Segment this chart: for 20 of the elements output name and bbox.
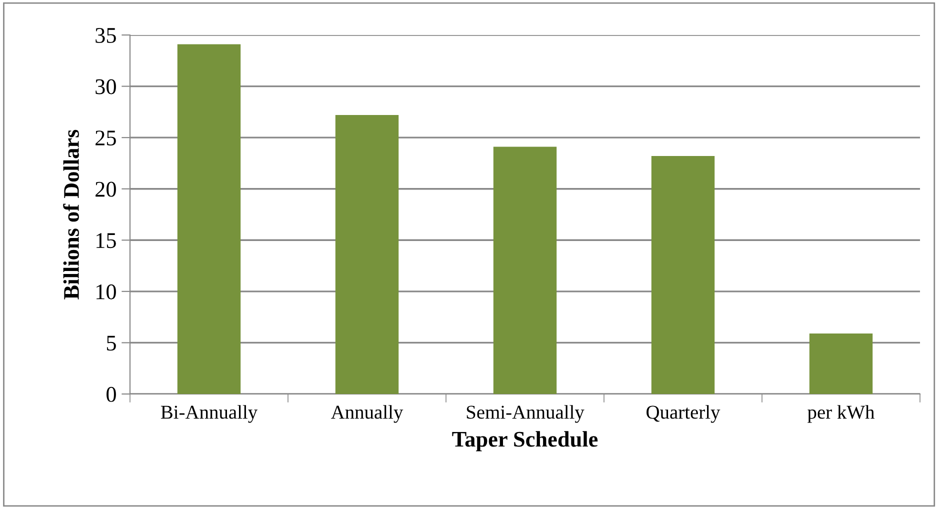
y-tick-label: 30 (96, 79, 116, 94)
x-tick-label: Semi-Annually (466, 405, 584, 423)
y-axis-title: Billions of Dollars (63, 130, 79, 300)
y-tick-label: 10 (96, 284, 116, 300)
y-tick-label: 0 (106, 386, 116, 402)
bar (493, 146, 557, 394)
x-tick-label: Bi-Annually (160, 405, 258, 423)
y-tick-label: 35 (96, 28, 116, 43)
bar (651, 156, 715, 394)
bar (335, 115, 399, 394)
y-tick-label: 20 (96, 182, 116, 197)
y-tick-label: 25 (96, 130, 116, 146)
y-tick-label: 5 (106, 336, 116, 351)
x-tick-label: Annually (331, 405, 404, 423)
x-tick-label: per kWh (808, 405, 874, 423)
bar (809, 333, 873, 394)
x-tick-label: Quarterly (646, 405, 720, 423)
bar (177, 44, 241, 394)
y-tick-label: 15 (96, 233, 116, 248)
x-axis-title: Taper Schedule (452, 431, 598, 452)
